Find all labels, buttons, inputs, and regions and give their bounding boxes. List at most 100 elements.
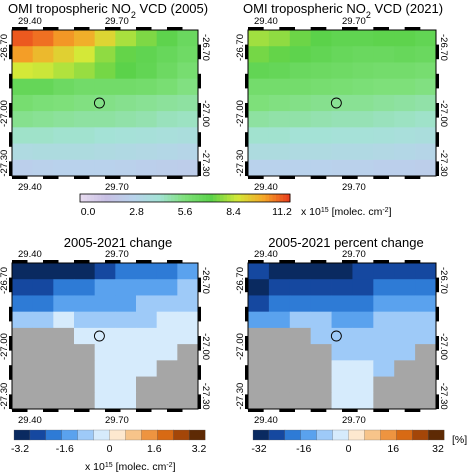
- heatmap-cell: [373, 127, 395, 144]
- colorbar-swatch: [265, 194, 270, 202]
- heatmap-cell: [373, 279, 395, 296]
- frame-tick: [198, 161, 201, 176]
- colorbar-swatch: [332, 429, 349, 441]
- y-tick-label: -26.70: [438, 267, 449, 294]
- heatmap-cell: [331, 30, 353, 47]
- heatmap-cell: [248, 62, 270, 80]
- frame-tick: [436, 161, 439, 176]
- heatmap-cell: [53, 344, 75, 361]
- heatmap-cell: [268, 159, 291, 177]
- frame-tick: [436, 365, 439, 380]
- panel-title-change: 2005-2021 change: [64, 235, 172, 250]
- heatmap-cell: [394, 279, 416, 296]
- heatmap-cell: [268, 143, 291, 161]
- heatmap-cell: [310, 111, 332, 128]
- frame-tick: [136, 260, 152, 263]
- heatmap-cell: [156, 344, 178, 361]
- heatmap-cell: [156, 78, 178, 96]
- heatmap-cell: [415, 327, 437, 345]
- heatmap-cell: [331, 295, 353, 313]
- heatmap-cell: [74, 344, 96, 361]
- heatmap-cell: [331, 327, 353, 345]
- heatmap-cell: [289, 46, 312, 63]
- site-marker: [330, 330, 342, 342]
- heatmap-cell: [115, 344, 137, 361]
- x-tick-label: 29.40: [254, 16, 278, 27]
- frame-tick: [436, 132, 439, 147]
- heatmap-cell: [289, 311, 312, 329]
- heatmap-cell: [136, 311, 158, 329]
- colorbar-swatch: [223, 194, 228, 202]
- heatmap-cell: [415, 279, 437, 296]
- heatmap-cell: [394, 295, 416, 313]
- colorbar-swatch: [216, 194, 221, 202]
- heatmap-cell: [331, 46, 353, 63]
- heatmap-cell: [156, 94, 178, 112]
- frame-tick: [74, 409, 90, 412]
- colorbar-swatch: [234, 194, 238, 202]
- heatmap-cell: [177, 46, 199, 63]
- heatmap-cell: [373, 159, 395, 177]
- heatmap-cell: [136, 111, 158, 128]
- frame-tick: [245, 44, 248, 60]
- frame-tick: [198, 277, 201, 293]
- heatmap-cell: [268, 78, 291, 96]
- x-tick-label: 29.70: [105, 16, 129, 27]
- colorbar-swatch: [258, 194, 263, 202]
- x-tick-label: 29.40: [18, 249, 42, 260]
- heatmap-cell: [310, 62, 332, 80]
- frame-tick: [245, 277, 248, 293]
- y-tick-label: -27.30: [438, 150, 449, 177]
- heatmap-cell: [32, 263, 54, 280]
- heatmap-cell: [289, 263, 312, 280]
- frame-tick: [373, 176, 389, 179]
- heatmap-cell: [352, 127, 374, 144]
- heatmap-cell: [94, 360, 116, 377]
- colorbar-swatch: [348, 429, 365, 441]
- frame-tick: [198, 103, 201, 118]
- heatmap-cell: [289, 279, 312, 296]
- heatmap-cell: [373, 94, 395, 112]
- frame-tick: [373, 27, 389, 30]
- heatmap-cell: [373, 392, 395, 410]
- heatmap-panel-4: 29.40 29.40 29.70 29.70 -26.70 -26.70 -27.00 -2…: [235, 249, 449, 426]
- frame-tick: [136, 176, 152, 179]
- heatmap-cell: [331, 62, 353, 80]
- heatmap-cell: [74, 94, 96, 112]
- heatmap-cell: [12, 344, 34, 361]
- heatmap-cell: [115, 111, 137, 128]
- colorbar-tick-label: 0.0: [81, 206, 96, 218]
- heatmap-cell: [394, 263, 416, 280]
- frame-tick: [9, 132, 12, 147]
- frame-tick: [245, 132, 248, 147]
- colorbar-swatch: [230, 194, 235, 202]
- heatmap-cell: [415, 344, 437, 361]
- heatmap-cell: [115, 78, 137, 96]
- heatmap-cell: [331, 263, 353, 280]
- heatmap-cell: [32, 311, 54, 329]
- frame-tick: [279, 260, 295, 263]
- colorbar-vcd-scale: x 1015 [molec. cm-2]: [301, 206, 392, 218]
- heatmap-cell: [289, 30, 312, 47]
- heatmap-cell: [177, 263, 199, 280]
- frame-tick: [245, 394, 248, 409]
- colorbar-tick-label: 0: [346, 443, 352, 455]
- colorbar-swatch: [269, 194, 273, 202]
- heatmap-cell: [136, 62, 158, 80]
- heatmap-cell: [156, 279, 178, 296]
- colorbar-swatch: [90, 194, 95, 202]
- x-tick-label: 29.70: [105, 249, 129, 260]
- heatmap-cell: [74, 46, 96, 63]
- heatmap-cell: [53, 295, 75, 313]
- frame-tick: [105, 27, 121, 30]
- colorbar-swatch: [251, 194, 256, 202]
- colorbar-swatch: [164, 194, 168, 202]
- frame-tick: [12, 27, 28, 30]
- heatmap-cell: [32, 295, 54, 313]
- heatmap-cell: [94, 46, 116, 63]
- heatmap-cell: [248, 127, 270, 144]
- colorbar-swatch: [87, 194, 91, 202]
- heatmap-cell: [156, 159, 178, 177]
- heatmap-cell: [352, 327, 374, 345]
- heatmap-panel-2: 29.40 29.40 29.70 29.70 -26.70 -26.70 -27.00 -2…: [235, 16, 449, 193]
